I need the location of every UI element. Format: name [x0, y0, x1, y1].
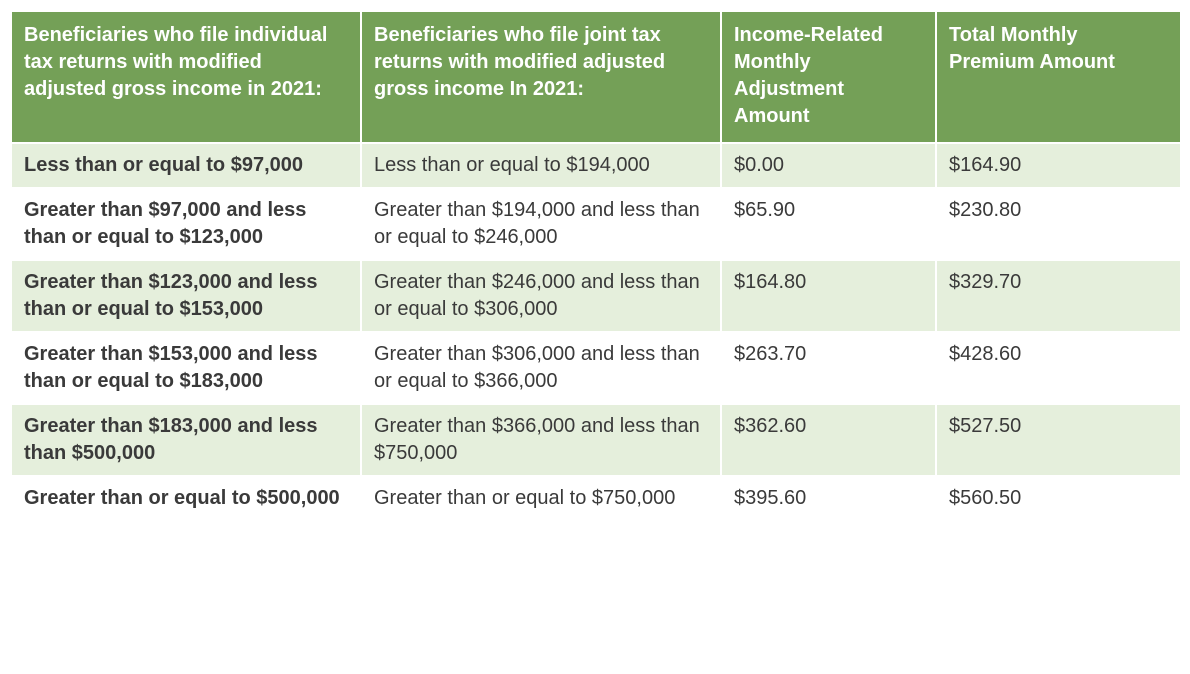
cell-individual: Less than or equal to $97,000 [11, 143, 361, 188]
cell-individual: Greater than $153,000 and less than or e… [11, 332, 361, 404]
cell-total: $329.70 [936, 260, 1181, 332]
cell-adjustment: $0.00 [721, 143, 936, 188]
table-row: Greater than or equal to $500,000Greater… [11, 476, 1181, 521]
cell-total: $428.60 [936, 332, 1181, 404]
cell-total: $560.50 [936, 476, 1181, 521]
cell-joint: Greater than $194,000 and less than or e… [361, 188, 721, 260]
table-row: Greater than $123,000 and less than or e… [11, 260, 1181, 332]
cell-joint: Greater than $306,000 and less than or e… [361, 332, 721, 404]
cell-adjustment: $362.60 [721, 404, 936, 476]
col-header-total: Total Monthly Premium Amount [936, 11, 1181, 143]
table-row: Greater than $153,000 and less than or e… [11, 332, 1181, 404]
cell-adjustment: $395.60 [721, 476, 936, 521]
cell-individual: Greater than $183,000 and less than $500… [11, 404, 361, 476]
premium-table: Beneficiaries who file individual tax re… [10, 10, 1182, 522]
cell-total: $164.90 [936, 143, 1181, 188]
cell-total: $230.80 [936, 188, 1181, 260]
cell-individual: Greater than $97,000 and less than or eq… [11, 188, 361, 260]
cell-total: $527.50 [936, 404, 1181, 476]
table-header: Beneficiaries who file individual tax re… [11, 11, 1181, 143]
col-header-adjustment: Income-Related Monthly Adjustment Amount [721, 11, 936, 143]
table-row: Less than or equal to $97,000Less than o… [11, 143, 1181, 188]
cell-joint: Less than or equal to $194,000 [361, 143, 721, 188]
table-row: Greater than $183,000 and less than $500… [11, 404, 1181, 476]
cell-adjustment: $263.70 [721, 332, 936, 404]
cell-adjustment: $65.90 [721, 188, 936, 260]
cell-adjustment: $164.80 [721, 260, 936, 332]
col-header-individual: Beneficiaries who file individual tax re… [11, 11, 361, 143]
cell-individual: Greater than $123,000 and less than or e… [11, 260, 361, 332]
cell-joint: Greater than or equal to $750,000 [361, 476, 721, 521]
table-body: Less than or equal to $97,000Less than o… [11, 143, 1181, 521]
cell-joint: Greater than $246,000 and less than or e… [361, 260, 721, 332]
cell-joint: Greater than $366,000 and less than $750… [361, 404, 721, 476]
table-row: Greater than $97,000 and less than or eq… [11, 188, 1181, 260]
col-header-joint: Beneficiaries who file joint tax returns… [361, 11, 721, 143]
cell-individual: Greater than or equal to $500,000 [11, 476, 361, 521]
